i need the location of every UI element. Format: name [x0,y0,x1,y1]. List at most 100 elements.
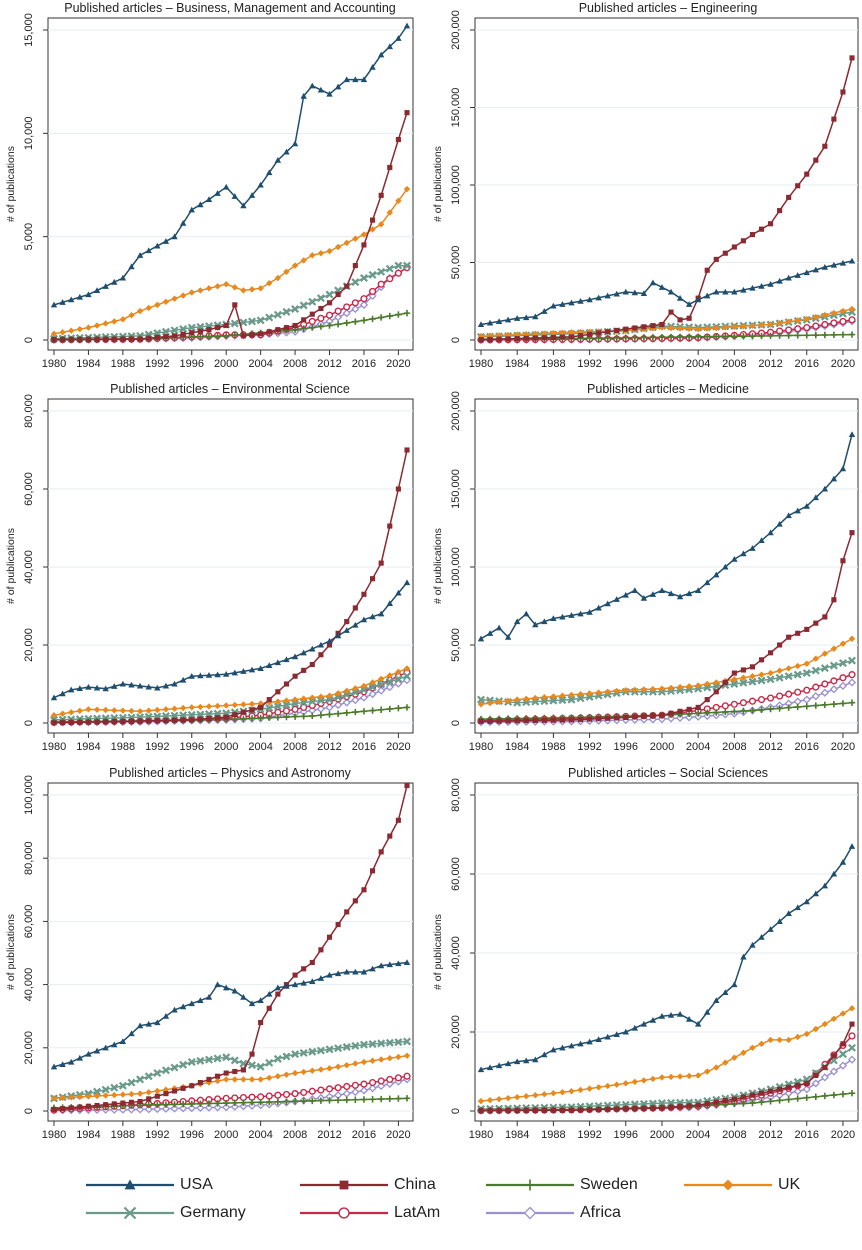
point-china [478,1108,484,1114]
point-usa [403,22,411,29]
point-china [614,327,620,334]
point-germany [359,274,368,282]
point-china [758,657,765,663]
point-china [532,1107,538,1113]
point-germany [256,316,265,325]
point-sweden [154,1101,161,1109]
point-usa [622,591,629,598]
point-uk [604,1082,611,1090]
point-usa [162,238,170,244]
point-china [51,720,57,726]
x-tick-label: 2000 [650,741,674,753]
point-sweden [291,1098,299,1105]
point-usa [119,274,127,281]
point-uk [713,1064,720,1071]
legend: USA China Sweden UK Germany LatAm Africa [0,1168,862,1248]
point-uk [830,645,838,652]
x-tick-label: 1992 [145,358,169,370]
x-tick-label: 2012 [758,358,782,370]
x-tick-label: 2004 [686,358,710,370]
point-uk [550,693,557,700]
chart-panel-1: Published articles – Business, Managemen… [5,1,414,370]
point-usa [676,294,684,301]
point-usa [59,299,66,305]
point-sweden [334,321,342,328]
point-usa [154,242,161,249]
point-uk [205,703,213,710]
point-china [777,642,783,648]
point-china [668,710,674,716]
point-africa [239,1102,248,1111]
point-uk [631,686,639,694]
point-usa [504,1060,512,1067]
point-china [266,697,272,703]
point-sweden [613,334,620,342]
point-china [731,244,737,250]
point-usa [214,671,221,678]
point-usa [145,1020,152,1027]
y-axis-label: # of publications [432,146,444,222]
point-usa [722,989,729,996]
series-germany [477,1043,856,1113]
x-tick-label: 2012 [317,1129,341,1141]
point-usa [300,649,307,656]
y-tick-label: 20,000 [450,1015,462,1049]
x-tick-label: 1988 [111,741,135,753]
point-usa [111,683,118,689]
point-china [795,1082,801,1088]
point-usa [248,1000,256,1007]
point-sweden [649,334,657,341]
series-usa [50,22,411,308]
point-usa [676,1011,684,1017]
point-china [514,336,520,342]
point-uk [694,1072,702,1079]
point-africa [351,1087,360,1097]
point-china [206,1076,212,1082]
point-sweden [713,709,720,716]
point-africa [247,1101,257,1110]
point-usa [839,465,847,472]
point-usa [577,1040,584,1047]
point-china [677,708,683,714]
point-uk [477,1097,485,1105]
point-uk [776,1036,783,1044]
point-uk [830,309,838,317]
point-latam [386,275,394,283]
point-china [568,334,575,340]
x-tick-label: 1996 [614,1129,638,1141]
point-sweden [369,1096,376,1103]
point-usa [179,1003,187,1010]
point-china [614,715,620,721]
point-uk [667,684,675,692]
point-uk [794,1033,801,1041]
point-uk [145,1089,152,1096]
point-china [686,1103,692,1109]
point-usa [848,843,856,849]
point-uk [577,1086,584,1094]
point-china [623,714,629,721]
point-uk [197,287,204,294]
point-sweden [785,704,792,711]
point-usa [145,683,152,690]
point-africa [359,300,369,309]
point-china [496,718,502,724]
point-china [326,934,333,940]
point-china [215,715,221,721]
point-usa [749,941,756,948]
point-china [301,317,307,323]
point-latam [325,1085,334,1093]
point-uk [386,209,393,216]
point-usa [283,148,290,155]
x-tick-label: 2020 [386,1129,410,1141]
x-tick-label: 2020 [831,358,855,370]
point-usa [767,926,774,932]
point-usa [794,272,801,278]
point-uk [50,330,58,337]
point-sweden [171,1101,178,1108]
point-latam [848,316,856,324]
point-germany [351,688,360,697]
point-sweden [794,1095,801,1102]
point-uk [658,685,666,692]
point-uk [848,635,856,642]
point-germany [161,1066,170,1075]
